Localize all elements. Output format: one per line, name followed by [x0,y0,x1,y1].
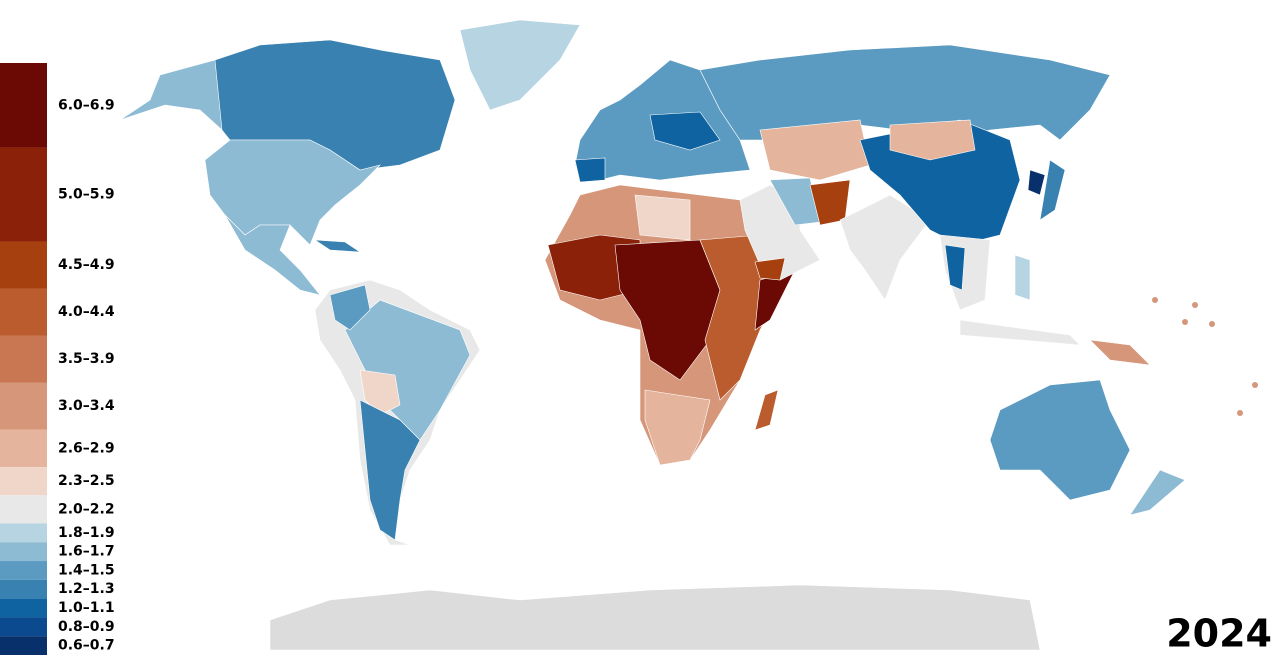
greenland [459,19,581,111]
thailand [944,244,966,291]
legend-label: 2.3–2.5 [58,473,115,489]
legend-label: 3.0–3.4 [58,398,115,414]
legend-swatch [0,523,47,543]
legend-swatch [0,288,47,336]
india [839,194,931,301]
philippines [1014,254,1031,301]
argentina-chile [359,399,421,541]
legend-swatch [0,467,47,496]
legend-label: 6.0–6.9 [58,97,115,113]
legend-swatch [0,636,47,655]
legend-swatch [0,382,47,430]
usa [204,139,381,246]
legend-swatch [0,542,47,562]
legend-label: 0.8–0.9 [58,619,115,635]
yemen [754,257,786,281]
png [1089,339,1151,366]
legend-swatch [0,579,47,599]
alaska [119,59,226,131]
australia [989,379,1131,501]
legend-label: 1.0–1.1 [58,600,115,616]
iberia [574,157,606,183]
mexico [224,214,321,296]
east-europe [649,111,721,151]
legend-swatch [0,561,47,580]
legend-label: 1.2–1.3 [58,581,115,597]
legend-label: 1.8–1.9 [58,525,115,541]
legend-swatch [0,429,47,468]
legend-label: 5.0–5.9 [58,187,115,203]
legend-swatch [0,598,47,618]
legend-swatch [0,147,47,242]
central-asia [759,119,871,181]
cuba [313,239,362,253]
legend-label: 1.6–1.7 [58,544,115,560]
legend-label: 4.5–4.9 [58,257,115,273]
southern-africa [644,389,711,466]
legend-swatch [0,241,47,289]
new-zealand [1129,469,1186,516]
bolivia [359,369,401,416]
year-label: 2024 [1166,612,1272,656]
korea [1027,169,1046,196]
legend-swatch [0,617,47,637]
legend-label: 4.0–4.4 [58,304,115,320]
legend-swatch [0,335,47,383]
legend-label: 3.5–3.9 [58,351,115,367]
legend-swatch [0,63,47,148]
legend-label: 2.6–2.9 [58,440,115,456]
madagascar [754,389,779,431]
world-map [119,19,1258,651]
legend-swatch [0,495,47,524]
antarctica [269,584,1041,651]
mongolia [889,119,976,161]
legend-label: 2.0–2.2 [58,501,115,517]
pacific-islands [1152,297,1258,416]
colombia [329,284,371,331]
legend: 6.0–6.9 5.0–5.9 4.5–4.9 4.0–4.4 3.5–3.9 3.0–3… [0,63,115,655]
legend-label: 0.6–0.7 [58,638,115,654]
japan [1039,159,1066,221]
indonesia [959,319,1081,346]
libya [634,194,691,241]
legend-label: 1.4–1.5 [58,562,115,578]
